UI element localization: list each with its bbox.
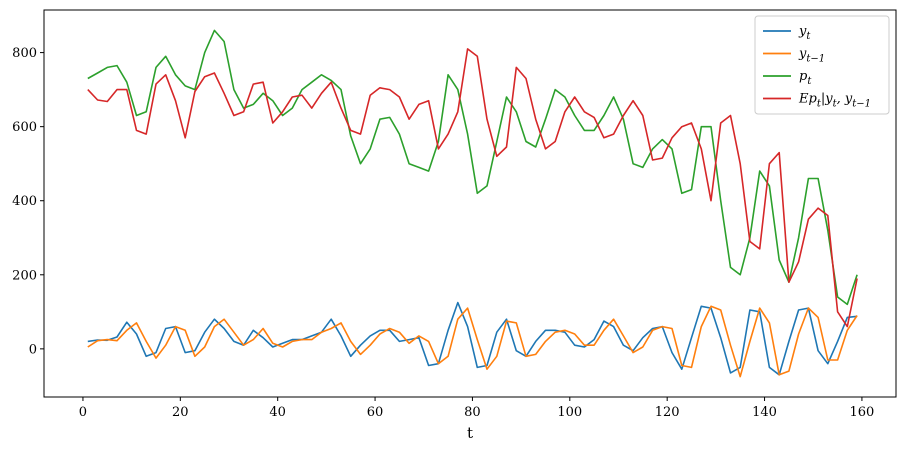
legend-label-2: yt−1: [798, 47, 825, 65]
x-axis-label: t: [467, 424, 473, 442]
x-tick-label: 120: [655, 405, 680, 420]
legend: yt yt−1 pt Ept|yt, yt−1: [754, 15, 890, 115]
series-layer: [87, 29, 858, 378]
x-tick-label: 100: [557, 405, 582, 420]
y-tick-label: 0: [29, 342, 37, 357]
series-line-2: [87, 305, 858, 378]
x-axis-ticks: 0 20 40 60 80 100 120 140 160: [79, 397, 875, 420]
series-line-1: [87, 301, 858, 376]
y-tick-label: 800: [12, 46, 37, 61]
y-tick-label: 200: [12, 268, 37, 283]
x-tick-label: 0: [79, 405, 87, 420]
plot-frame: [43, 9, 897, 398]
y-axis-ticks: 0 200 400 600 800: [12, 46, 44, 357]
legend-label-4: Ept|yt, yt−1: [798, 92, 871, 110]
x-tick-label: 60: [367, 405, 384, 420]
y-tick-label: 400: [12, 194, 37, 209]
series-line-4: [87, 48, 858, 328]
x-tick-label: 140: [752, 405, 777, 420]
series-line-3: [87, 29, 858, 306]
x-tick-label: 80: [464, 405, 481, 420]
legend-label-3: pt: [799, 69, 812, 87]
y-tick-label: 600: [12, 120, 37, 135]
x-tick-label: 40: [269, 405, 286, 420]
legend-label-1: yt: [798, 24, 811, 42]
x-tick-label: 20: [172, 405, 189, 420]
x-tick-label: 160: [850, 405, 875, 420]
legend-box: [754, 15, 890, 115]
